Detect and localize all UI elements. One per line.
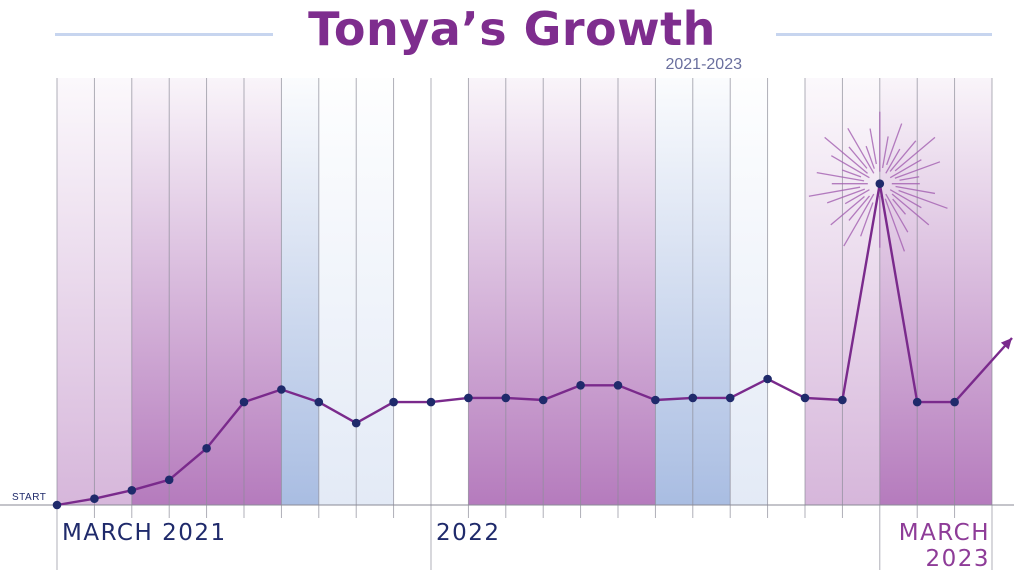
- band-sep-2021: [281, 78, 319, 505]
- data-point: [800, 393, 810, 403]
- x-label-march-2021: MARCH 2021: [62, 520, 227, 546]
- burst-ray: [844, 189, 870, 205]
- burst-ray: [847, 127, 875, 174]
- data-point: [52, 500, 62, 510]
- data-point: [127, 486, 137, 495]
- data-point: [351, 418, 361, 428]
- band-mar-2022: [505, 78, 544, 505]
- band-oct-2022: [767, 78, 805, 505]
- title-rule-left: [55, 33, 273, 36]
- burst-ray: [881, 136, 889, 169]
- burst-ray: [885, 148, 901, 174]
- band-jun-2021: [169, 78, 207, 505]
- data-point: [838, 395, 847, 405]
- data-point: [277, 385, 286, 394]
- band-jan-2022: [431, 78, 469, 505]
- band-aug-2021: [244, 78, 282, 505]
- data-point: [912, 397, 922, 407]
- band-jul-2021: [206, 78, 244, 505]
- burst-ray: [884, 198, 906, 252]
- burst-ray: [816, 171, 865, 182]
- data-point: [202, 444, 211, 453]
- burst-ray: [889, 140, 917, 172]
- data-point: [239, 397, 249, 407]
- burst-ray: [889, 189, 922, 209]
- burst-ray: [808, 186, 861, 197]
- data-point: [464, 393, 473, 403]
- band-jul-2022: [655, 78, 693, 505]
- band-mar-2021: [57, 78, 95, 505]
- x-label-2022: 2022: [436, 520, 501, 546]
- burst-ray: [894, 161, 941, 179]
- data-point: [314, 397, 324, 407]
- band-aug-2022: [692, 78, 731, 505]
- start-label: START: [12, 492, 47, 503]
- band-nov-2022: [805, 78, 843, 505]
- x-label-march-2023-line2: 2023: [925, 546, 990, 572]
- data-point: [501, 393, 511, 403]
- band-may-2021: [131, 78, 170, 505]
- band-may-2022: [580, 78, 618, 505]
- title-rule-right: [776, 33, 992, 36]
- data-point: [426, 397, 436, 407]
- data-point: [538, 395, 548, 405]
- growth-points: [52, 179, 959, 510]
- band-feb-2022: [468, 78, 506, 505]
- band-oct-2021: [318, 78, 357, 505]
- burst-ray: [889, 159, 922, 179]
- band-sep-2022: [730, 78, 768, 505]
- burst-ray: [841, 169, 862, 178]
- data-point: [688, 393, 698, 403]
- band-jun-2022: [618, 78, 656, 505]
- data-point: [651, 395, 660, 405]
- data-point: [725, 393, 735, 403]
- burst-ray: [860, 202, 874, 237]
- burst-ray: [886, 123, 903, 166]
- burst-ray: [899, 176, 920, 181]
- burst-ray: [885, 193, 909, 233]
- burst-ray: [865, 145, 875, 169]
- burst-ray: [848, 146, 868, 169]
- x-label-march-2023-line1: MARCH: [898, 520, 990, 546]
- data-point: [613, 381, 623, 390]
- band-nov-2021: [356, 78, 394, 505]
- burst-ray: [891, 193, 930, 226]
- data-point: [389, 397, 398, 407]
- band-dec-2021: [393, 78, 431, 505]
- burst-ray: [892, 198, 907, 215]
- band-feb-2023: [917, 78, 955, 505]
- burst-ray: [830, 196, 865, 226]
- data-point: [763, 374, 772, 384]
- data-point: [576, 381, 585, 390]
- burst-ray: [898, 189, 948, 209]
- chart-subtitle: 2021-2023: [665, 56, 742, 73]
- burst-ray: [848, 195, 871, 221]
- background-bands: [57, 78, 992, 505]
- band-apr-2021: [94, 78, 132, 505]
- burst-ray: [824, 136, 868, 174]
- trend-arrow-line: [953, 337, 1013, 403]
- burst-ray: [895, 185, 936, 195]
- data-point: [164, 475, 174, 485]
- chart-title: Tonya’s Growth: [308, 2, 716, 56]
- trend-arrowhead: [1000, 338, 1012, 350]
- data-point: [950, 397, 959, 407]
- burst-ray: [894, 136, 936, 172]
- data-point: [875, 179, 885, 188]
- data-point: [90, 494, 99, 504]
- burst-ray: [843, 193, 875, 247]
- burst-ray: [830, 155, 870, 179]
- burst-ray: [869, 128, 877, 165]
- band-mar-2023: [954, 78, 992, 505]
- burst-ray: [826, 188, 865, 204]
- band-apr-2022: [543, 78, 581, 505]
